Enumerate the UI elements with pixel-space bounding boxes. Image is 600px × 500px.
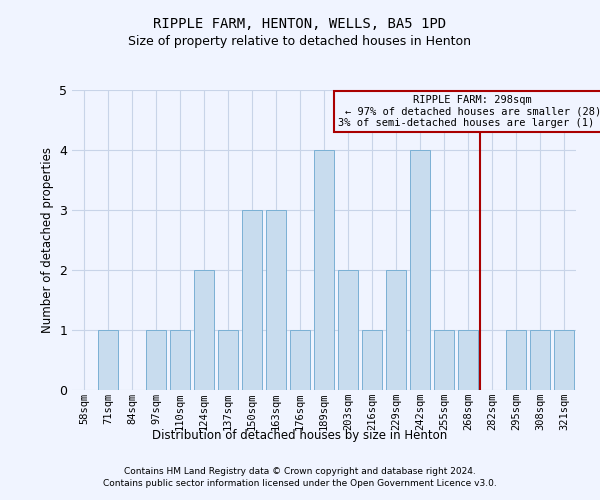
Bar <box>458 330 478 390</box>
Bar <box>194 270 214 390</box>
Bar <box>506 330 526 390</box>
Bar <box>146 330 166 390</box>
Text: RIPPLE FARM: 298sqm
← 97% of detached houses are smaller (28)
3% of semi-detache: RIPPLE FARM: 298sqm ← 97% of detached ho… <box>338 95 600 128</box>
Bar <box>410 150 430 390</box>
Bar <box>554 330 574 390</box>
Bar <box>266 210 286 390</box>
Bar <box>530 330 550 390</box>
Bar <box>434 330 454 390</box>
Bar <box>362 330 382 390</box>
Bar <box>242 210 262 390</box>
Bar <box>218 330 238 390</box>
Bar <box>314 150 334 390</box>
Bar <box>170 330 190 390</box>
Bar <box>338 270 358 390</box>
Y-axis label: Number of detached properties: Number of detached properties <box>41 147 53 333</box>
Text: Distribution of detached houses by size in Henton: Distribution of detached houses by size … <box>152 428 448 442</box>
Bar <box>98 330 118 390</box>
Text: Contains HM Land Registry data © Crown copyright and database right 2024.: Contains HM Land Registry data © Crown c… <box>124 467 476 476</box>
Text: RIPPLE FARM, HENTON, WELLS, BA5 1PD: RIPPLE FARM, HENTON, WELLS, BA5 1PD <box>154 18 446 32</box>
Bar <box>290 330 310 390</box>
Text: Size of property relative to detached houses in Henton: Size of property relative to detached ho… <box>128 35 472 48</box>
Bar <box>386 270 406 390</box>
Text: Contains public sector information licensed under the Open Government Licence v3: Contains public sector information licen… <box>103 478 497 488</box>
